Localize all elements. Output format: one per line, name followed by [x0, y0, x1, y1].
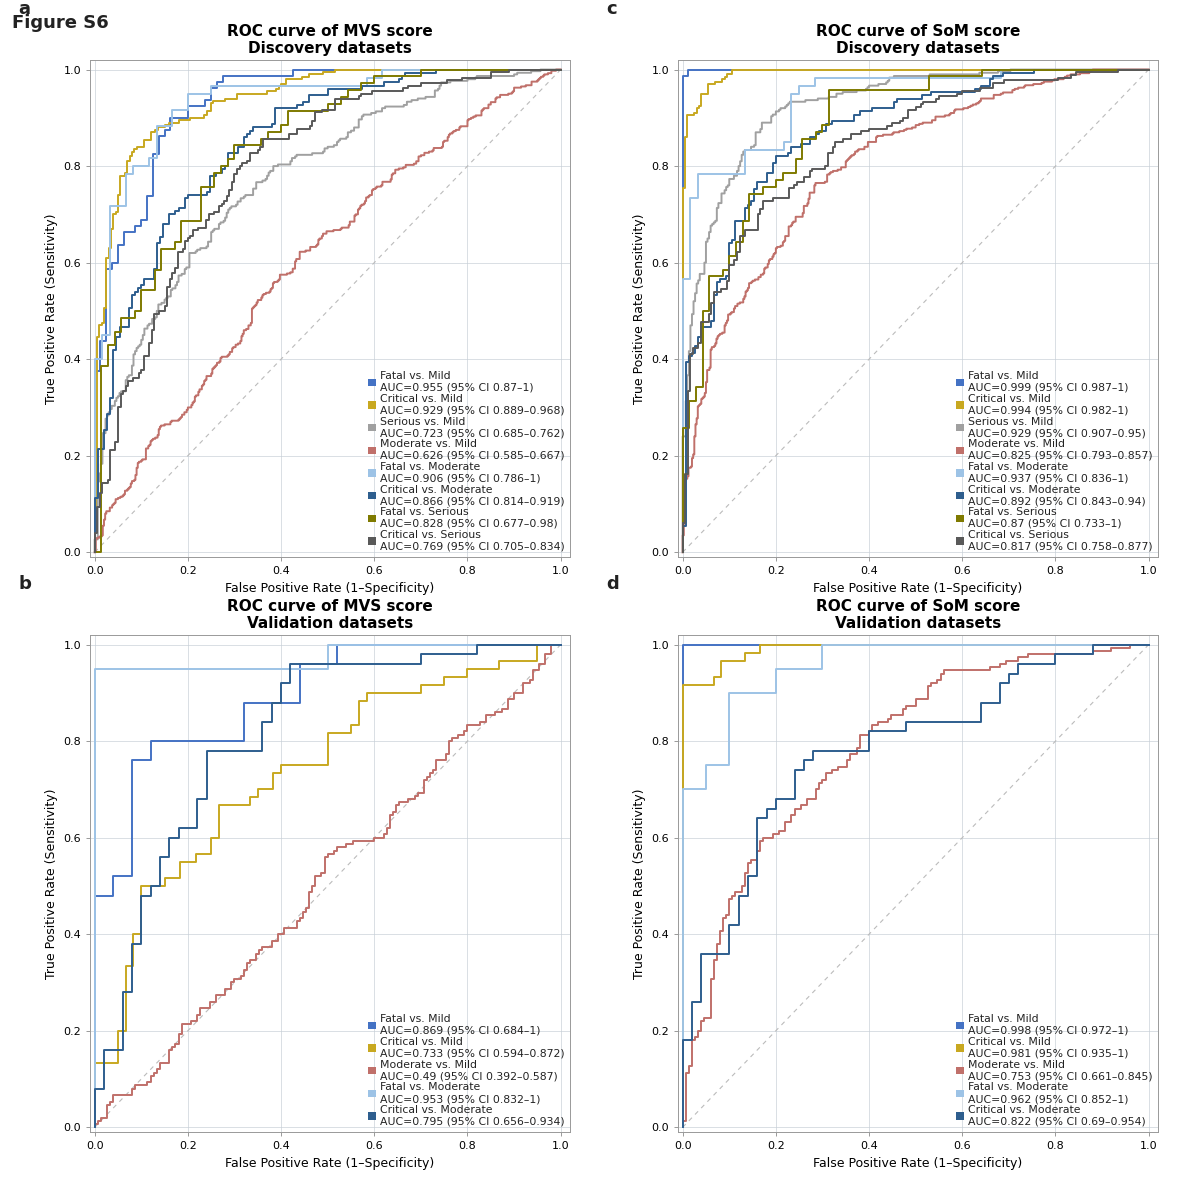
- Y-axis label: True Positive Rate (Sensitivity): True Positive Rate (Sensitivity): [44, 788, 58, 979]
- Title: ROC curve of SoM score
Validation datasets: ROC curve of SoM score Validation datase…: [816, 599, 1020, 631]
- Title: ROC curve of SoM score
Discovery datasets: ROC curve of SoM score Discovery dataset…: [816, 24, 1020, 56]
- Legend: Fatal vs. Mild
AUC=0.869 (95% CI 0.684–1), Critical vs. Mild
AUC=0.733 (95% CI 0: Fatal vs. Mild AUC=0.869 (95% CI 0.684–1…: [368, 1015, 564, 1126]
- Y-axis label: True Positive Rate (Sensitivity): True Positive Rate (Sensitivity): [632, 788, 646, 979]
- X-axis label: False Positive Rate (1–Specificity): False Positive Rate (1–Specificity): [814, 1157, 1022, 1169]
- X-axis label: False Positive Rate (1–Specificity): False Positive Rate (1–Specificity): [226, 1157, 434, 1169]
- Title: ROC curve of MVS score
Validation datasets: ROC curve of MVS score Validation datase…: [227, 599, 433, 631]
- Text: c: c: [606, 0, 617, 18]
- Legend: Fatal vs. Mild
AUC=0.999 (95% CI 0.987–1), Critical vs. Mild
AUC=0.994 (95% CI 0: Fatal vs. Mild AUC=0.999 (95% CI 0.987–1…: [956, 371, 1152, 551]
- Text: Figure S6: Figure S6: [12, 14, 109, 32]
- Text: d: d: [606, 575, 619, 593]
- Text: b: b: [18, 575, 31, 593]
- Y-axis label: True Positive Rate (Sensitivity): True Positive Rate (Sensitivity): [632, 213, 646, 404]
- Title: ROC curve of MVS score
Discovery datasets: ROC curve of MVS score Discovery dataset…: [227, 24, 433, 56]
- X-axis label: False Positive Rate (1–Specificity): False Positive Rate (1–Specificity): [814, 582, 1022, 594]
- X-axis label: False Positive Rate (1–Specificity): False Positive Rate (1–Specificity): [226, 582, 434, 594]
- Legend: Fatal vs. Mild
AUC=0.998 (95% CI 0.972–1), Critical vs. Mild
AUC=0.981 (95% CI 0: Fatal vs. Mild AUC=0.998 (95% CI 0.972–1…: [956, 1015, 1152, 1126]
- Text: a: a: [18, 0, 30, 18]
- Legend: Fatal vs. Mild
AUC=0.955 (95% CI 0.87–1), Critical vs. Mild
AUC=0.929 (95% CI 0.: Fatal vs. Mild AUC=0.955 (95% CI 0.87–1)…: [368, 371, 564, 551]
- Y-axis label: True Positive Rate (Sensitivity): True Positive Rate (Sensitivity): [44, 213, 58, 404]
